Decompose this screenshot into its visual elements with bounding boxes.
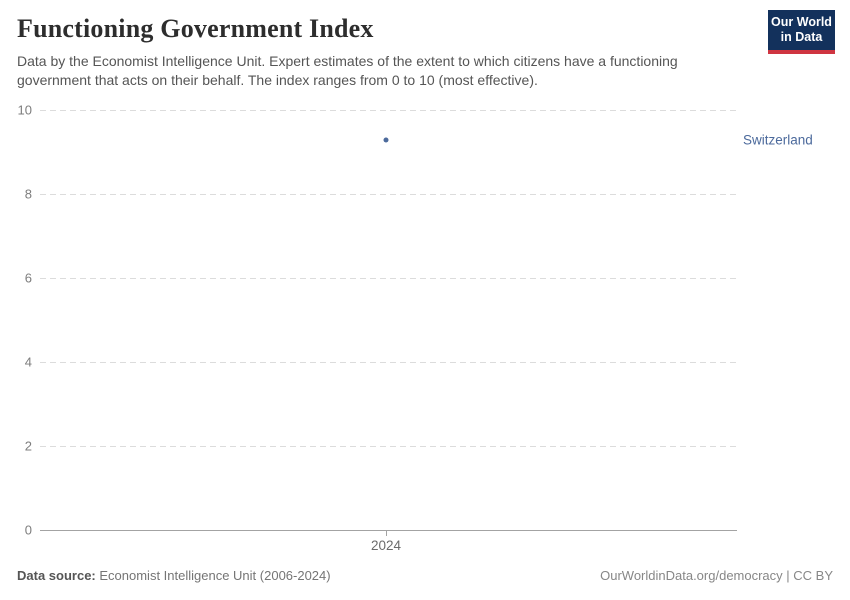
- chart-title: Functioning Government Index: [17, 14, 374, 43]
- gridline-y-4: [40, 362, 737, 363]
- gridline-y-8: [40, 194, 737, 195]
- data-source-value: Economist Intelligence Unit (2006-2024): [95, 568, 331, 583]
- data-point-switzerland[interactable]: [383, 137, 389, 143]
- y-tick-label-8: 8: [24, 186, 32, 202]
- x-tick-label: 2024: [370, 538, 402, 553]
- owid-logo-line2: in Data: [780, 30, 823, 44]
- y-tick-label-6: 6: [24, 270, 32, 286]
- y-tick-label-4: 4: [24, 354, 32, 370]
- owid-logo: Our World in Data: [768, 10, 835, 54]
- chart-subtitle: Data by the Economist Intelligence Unit.…: [17, 53, 678, 88]
- owid-logo-line1: Our World: [771, 15, 832, 29]
- x-axis-tick-2024: [386, 530, 387, 536]
- y-tick-label-2: 2: [24, 438, 32, 454]
- x-axis-line: [40, 530, 737, 531]
- gridline-y-2: [40, 446, 737, 447]
- entity-label-switzerland[interactable]: Switzerland: [743, 132, 813, 148]
- gridline-y-10: [40, 110, 737, 111]
- credit-note[interactable]: OurWorldinData.org/democracy | CC BY: [600, 568, 833, 583]
- gridline-y-6: [40, 278, 737, 279]
- y-tick-label-10: 10: [17, 102, 32, 118]
- data-source-note: Data source: Economist Intelligence Unit…: [17, 568, 331, 583]
- y-tick-label-0: 0: [24, 522, 32, 538]
- data-source-label: Data source:: [17, 568, 96, 583]
